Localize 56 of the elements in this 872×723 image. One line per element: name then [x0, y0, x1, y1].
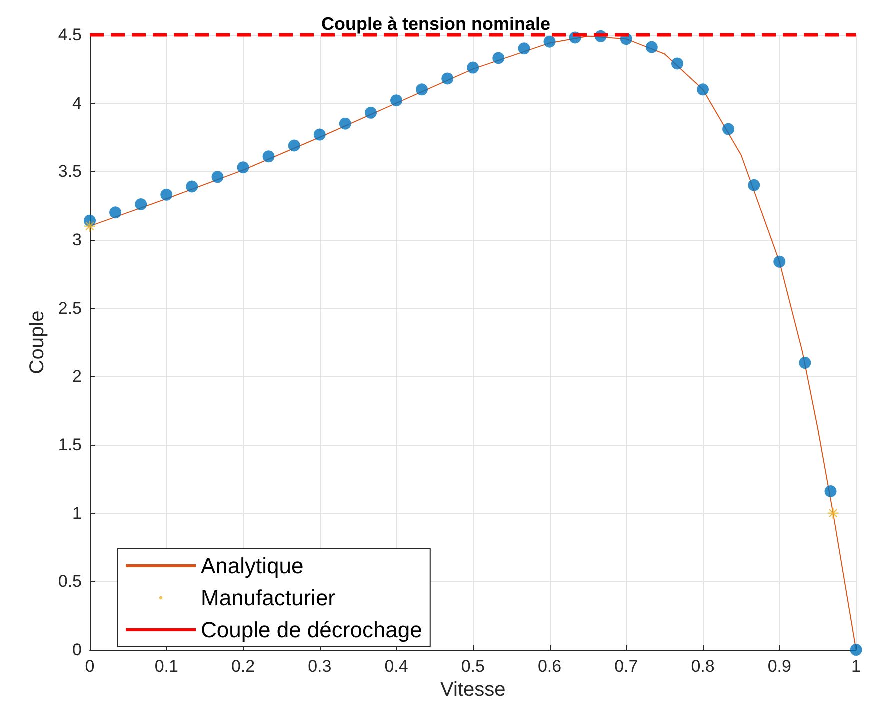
point — [748, 179, 760, 192]
x-tick-label: 0.7 — [614, 657, 638, 676]
point — [160, 188, 173, 201]
point — [416, 84, 428, 96]
y-tick-label: 2.5 — [58, 298, 82, 318]
y-tick-label: 0 — [72, 640, 82, 660]
point — [467, 62, 480, 74]
point — [646, 41, 658, 54]
point — [518, 42, 530, 55]
legend-label: Manufacturier — [201, 586, 336, 610]
y-tick-label: 1.5 — [58, 436, 82, 454]
y-tick-label: 2 — [72, 367, 82, 386]
x-tick-label: 0.6 — [538, 657, 562, 676]
point — [365, 106, 377, 119]
x-tick-label: 0.4 — [384, 657, 408, 676]
point — [697, 84, 710, 96]
point — [288, 140, 300, 152]
x-tick-label: 0.8 — [691, 657, 715, 676]
y-tick-label: 3 — [72, 230, 82, 250]
x-tick-label: 0 — [85, 657, 95, 676]
point — [390, 94, 403, 107]
legend-label: Analytique — [201, 554, 304, 578]
x-tick-label: 0.3 — [308, 657, 332, 676]
point — [492, 52, 505, 64]
legend-label: Couple de décrochage — [201, 618, 422, 642]
point — [827, 507, 840, 520]
point — [84, 220, 96, 232]
point — [186, 180, 198, 193]
x-tick-label: 1 — [852, 657, 862, 676]
point — [262, 150, 275, 163]
point — [544, 36, 556, 48]
y-tick-label: 1 — [72, 504, 82, 523]
x-axis-title: Vitesse — [440, 679, 506, 701]
x-tick-label: 0.1 — [154, 657, 178, 676]
point — [824, 485, 837, 498]
y-tick-label: 0.5 — [58, 572, 82, 592]
point — [212, 171, 224, 184]
x-tick-label: 0.5 — [461, 657, 485, 676]
chart-title: Couple à tension nominale — [321, 14, 551, 34]
point — [672, 58, 684, 70]
x-tick-label: 0.9 — [768, 657, 792, 676]
point — [339, 118, 352, 130]
x-tick-label: 0.2 — [231, 657, 256, 676]
point — [110, 206, 122, 219]
point — [237, 162, 250, 174]
point — [799, 357, 812, 369]
y-tick-label: 4.5 — [58, 26, 82, 44]
y-axis-title: Couple — [26, 310, 48, 374]
point — [722, 123, 735, 136]
point — [850, 644, 862, 656]
point — [135, 198, 148, 210]
y-tick-label: 3.5 — [58, 162, 82, 182]
point — [442, 72, 454, 85]
point — [774, 256, 786, 268]
y-tick-label: 4 — [72, 94, 82, 113]
point — [314, 128, 326, 141]
